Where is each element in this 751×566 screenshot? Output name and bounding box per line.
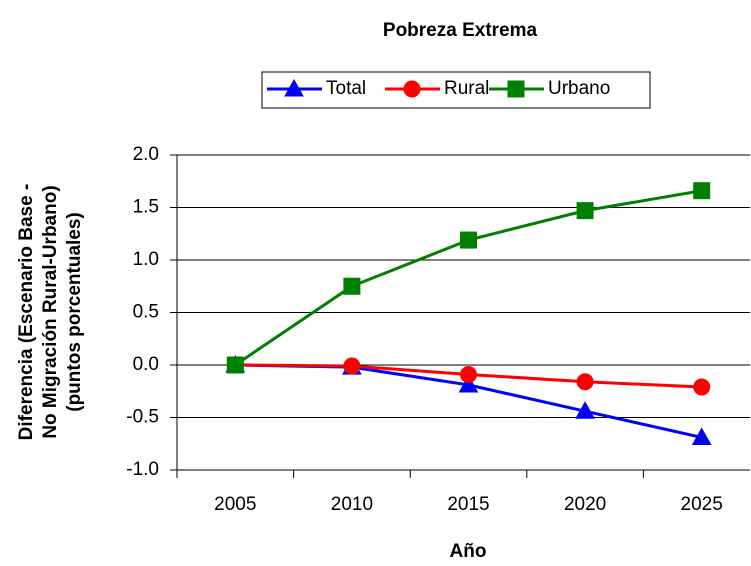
- y-tick-label: 0.5: [133, 302, 159, 323]
- marker: [693, 378, 711, 396]
- y-axis-title-line: (puntos porcentuales): [64, 212, 85, 412]
- y-tick-label: -1.0: [126, 459, 159, 480]
- marker: [458, 374, 479, 393]
- legend-label: Total: [326, 78, 366, 99]
- legend-label: Urbano: [548, 78, 610, 99]
- x-tick-label: 2020: [564, 494, 606, 515]
- x-tick-label: 2005: [214, 494, 256, 515]
- marker: [460, 365, 477, 383]
- y-tick-label: 1.0: [133, 249, 159, 270]
- y-tick-label: 0.0: [133, 354, 159, 375]
- marker: [507, 80, 525, 98]
- marker: [576, 373, 594, 391]
- x-tick-label: 2015: [447, 494, 489, 515]
- series-line: [234, 189, 702, 367]
- marker: [403, 80, 421, 98]
- x-tick-label: 2010: [331, 494, 373, 515]
- marker: [691, 427, 712, 445]
- marker: [343, 357, 361, 375]
- marker: [460, 231, 477, 249]
- marker: [575, 401, 595, 419]
- marker: [343, 277, 361, 295]
- marker: [576, 202, 594, 220]
- legend-label: Rural: [444, 78, 489, 99]
- marker: [284, 78, 304, 97]
- marker: [693, 182, 711, 200]
- y-tick-label: -0.5: [126, 407, 159, 428]
- x-axis-title: Año: [450, 541, 487, 561]
- y-axis-title: Diferencia (Escenario Base - No Migració…: [16, 184, 85, 441]
- marker: [226, 356, 244, 374]
- y-tick-label: 1.5: [133, 197, 159, 218]
- y-axis-title-line: Diferencia (Escenario Base -: [16, 184, 37, 441]
- y-tick-label: 2.0: [133, 144, 159, 165]
- x-tick-label: 2025: [681, 494, 723, 515]
- chart-title: Pobreza Extrema: [383, 20, 538, 41]
- legend-box: [261, 71, 651, 109]
- y-axis-title-line: No Migración Rural-Urbano): [40, 185, 61, 438]
